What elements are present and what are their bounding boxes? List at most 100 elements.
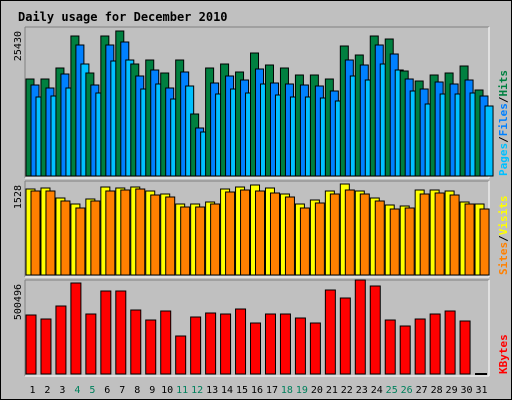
bar-sites-day-4: [75, 207, 86, 276]
x-tick-label: 4: [74, 385, 80, 396]
bar-sites-day-18: [284, 196, 295, 276]
legend-files: Files: [497, 103, 510, 136]
bar-kbytes-day-15: [235, 308, 247, 375]
y-max-label: 25430: [13, 31, 24, 61]
bar-kbytes-day-18: [279, 313, 291, 375]
bar-kbytes-day-3: [55, 305, 67, 375]
bar-sites-day-5: [90, 200, 101, 276]
y-max-label: 1528: [13, 185, 24, 209]
bar-kbytes-day-26: [399, 325, 411, 375]
bar-kbytes-day-23: [354, 279, 366, 375]
x-tick-label: 28: [431, 385, 443, 396]
x-tick-label: 9: [149, 385, 155, 396]
bar-sites-day-15: [240, 189, 251, 276]
x-tick-label: 5: [89, 385, 95, 396]
bar-sites-day-19: [299, 207, 310, 276]
bar-sites-day-21: [329, 193, 340, 276]
x-tick-label: 16: [251, 385, 263, 396]
bar-kbytes-day-21: [324, 289, 336, 375]
bar-kbytes-day-13: [205, 312, 217, 375]
x-tick-label: 24: [371, 385, 383, 396]
x-tick-label: 1: [29, 385, 35, 396]
bar-sites-day-16: [255, 190, 266, 276]
bar-kbytes-day-20: [309, 322, 321, 375]
bar-kbytes-day-7: [115, 290, 127, 375]
bar-kbytes-day-24: [369, 285, 381, 375]
bar-kbytes-day-25: [384, 319, 396, 375]
bar-sites-day-17: [269, 192, 280, 276]
bar-kbytes-day-5: [85, 313, 97, 375]
x-tick-label: 2: [44, 385, 50, 396]
x-tick-label: 31: [475, 385, 487, 396]
bar-kbytes-day-29: [444, 310, 456, 375]
bar-sites-day-23: [359, 193, 370, 276]
x-tick-label: 18: [281, 385, 293, 396]
bar-kbytes-day-30: [459, 320, 471, 375]
legend-panel-3: KBytes: [497, 334, 510, 374]
x-tick-label: 22: [341, 385, 353, 396]
panels-layer: 25430Pages/Files/Hits1528Sites/Visits500…: [13, 26, 510, 377]
x-tick-label: 30: [461, 385, 473, 396]
bar-kbytes-day-12: [190, 316, 202, 375]
x-tick-label: 3: [59, 385, 65, 396]
bar-sites-day-6: [105, 190, 116, 276]
x-tick-label: 13: [206, 385, 218, 396]
legend-separator: /: [497, 96, 510, 103]
x-tick-label: 25: [386, 385, 398, 396]
chart-title: Daily usage for December 2010: [18, 10, 228, 24]
bar-sites-day-25: [389, 208, 400, 276]
bar-kbytes-day-28: [429, 313, 441, 375]
bar-sites-day-1: [30, 190, 41, 276]
bar-sites-day-13: [210, 203, 221, 276]
bar-kbytes-day-11: [175, 335, 187, 375]
x-tick-label: 27: [416, 385, 428, 396]
x-tick-label: 14: [221, 385, 233, 396]
bar-kbytes-day-9: [145, 319, 157, 375]
x-axis-labels: 1 2 3 4 5 6 7 8 9 10 11 12 13 14 15 16 17 18 19 20 21 22 23 24 2…: [29, 385, 487, 396]
y-max-label: 500496: [13, 284, 24, 320]
legend-separator: /: [497, 136, 510, 143]
bar-kbytes-day-27: [414, 318, 426, 375]
legend-kbytes: KBytes: [497, 334, 510, 374]
x-tick-label: 7: [119, 385, 125, 396]
bar-sites-day-3: [60, 200, 71, 276]
bar-sites-day-8: [135, 188, 146, 276]
bar-sites-day-30: [464, 203, 475, 276]
x-tick-label: 6: [104, 385, 110, 396]
bar-sites-day-22: [344, 189, 355, 276]
legend-panel-1: Pages/Files/Hits: [497, 70, 510, 176]
bar-sites-day-29: [449, 194, 460, 276]
legend-pages: Pages: [497, 143, 510, 176]
x-tick-label: 12: [191, 385, 203, 396]
bar-kbytes-day-2: [40, 318, 52, 375]
bar-kbytes-day-19: [294, 317, 306, 375]
bar-sites-day-20: [314, 202, 325, 276]
bar-kbytes-day-14: [220, 313, 232, 375]
legend-sites: Sites: [497, 242, 510, 275]
bar-sites-day-31: [479, 208, 490, 276]
bar-sites-day-9: [150, 194, 161, 276]
bar-sites-day-24: [374, 200, 385, 276]
legend-panel-2: Sites/Visits: [497, 196, 510, 276]
legend-visits: Visits: [497, 196, 510, 236]
x-tick-label: 21: [326, 385, 338, 396]
bar-kbytes-day-6: [100, 290, 112, 375]
legend-hits: Hits: [497, 70, 510, 97]
x-tick-label: 15: [236, 385, 248, 396]
bar-sites-day-14: [225, 191, 236, 276]
bar-sites-day-11: [180, 206, 191, 276]
bar-sites-day-7: [120, 189, 131, 276]
x-tick-label: 17: [266, 385, 278, 396]
x-tick-label: 8: [134, 385, 140, 396]
bar-sites-day-12: [195, 206, 206, 276]
bar-kbytes-day-1: [25, 314, 37, 375]
bar-kbytes-day-16: [250, 322, 262, 375]
x-tick-label: 10: [161, 385, 173, 396]
bar-sites-day-2: [45, 190, 56, 276]
x-tick-label: 20: [311, 385, 323, 396]
x-tick-label: 26: [401, 385, 413, 396]
bar-sites-day-10: [165, 196, 176, 276]
x-tick-label: 29: [446, 385, 458, 396]
